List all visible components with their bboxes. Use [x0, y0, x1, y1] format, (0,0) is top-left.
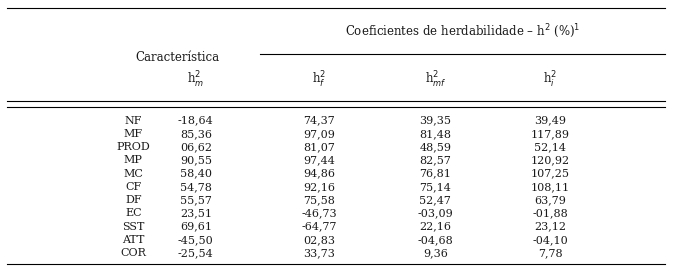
Text: 75,14: 75,14 [419, 182, 452, 192]
Text: h$^2_{mf}$: h$^2_{mf}$ [425, 70, 446, 91]
Text: 69,61: 69,61 [180, 222, 212, 232]
Text: 52,47: 52,47 [419, 195, 452, 205]
Text: -04,10: -04,10 [533, 235, 568, 245]
Text: h$^2_m$: h$^2_m$ [187, 70, 205, 91]
Text: 7,78: 7,78 [538, 248, 562, 258]
Text: 55,57: 55,57 [180, 195, 212, 205]
Text: -64,77: -64,77 [301, 222, 337, 232]
Text: 23,51: 23,51 [180, 209, 212, 218]
Text: 74,37: 74,37 [303, 116, 335, 125]
Text: 75,58: 75,58 [303, 195, 335, 205]
Text: h$^2_f$: h$^2_f$ [312, 70, 326, 91]
Text: 22,16: 22,16 [419, 222, 452, 232]
Text: -25,54: -25,54 [178, 248, 213, 258]
Text: 9,36: 9,36 [423, 248, 448, 258]
Text: 120,92: 120,92 [531, 155, 570, 165]
Text: 63,79: 63,79 [534, 195, 566, 205]
Text: 48,59: 48,59 [419, 142, 452, 152]
Text: Coeficientes de herdabilidade – h$^2$ (%)$^1$: Coeficientes de herdabilidade – h$^2$ (%… [345, 22, 580, 40]
Text: 02,83: 02,83 [303, 235, 335, 245]
Text: 81,07: 81,07 [303, 142, 335, 152]
Text: EC: EC [125, 209, 142, 218]
Text: PROD: PROD [116, 142, 150, 152]
Text: MP: MP [124, 155, 142, 165]
Text: 90,55: 90,55 [180, 155, 212, 165]
Text: 52,14: 52,14 [534, 142, 566, 152]
Text: 117,89: 117,89 [531, 129, 570, 139]
Text: 06,62: 06,62 [180, 142, 212, 152]
Text: -46,73: -46,73 [301, 209, 337, 218]
Text: 97,09: 97,09 [303, 129, 335, 139]
Text: 97,44: 97,44 [303, 155, 335, 165]
Text: 85,36: 85,36 [180, 129, 212, 139]
Text: Característica: Característica [135, 51, 219, 64]
Text: ATT: ATT [122, 235, 144, 245]
Text: 82,57: 82,57 [419, 155, 452, 165]
Text: -04,68: -04,68 [418, 235, 453, 245]
Text: 33,73: 33,73 [303, 248, 335, 258]
Text: -01,88: -01,88 [533, 209, 568, 218]
Text: 108,11: 108,11 [531, 182, 570, 192]
Text: 81,48: 81,48 [419, 129, 452, 139]
Text: h$^2_i$: h$^2_i$ [543, 70, 557, 91]
Text: 76,81: 76,81 [419, 169, 452, 178]
Text: 23,12: 23,12 [534, 222, 566, 232]
Text: SST: SST [122, 222, 144, 232]
Text: MC: MC [124, 169, 143, 178]
Text: CF: CF [125, 182, 142, 192]
Text: 92,16: 92,16 [303, 182, 335, 192]
Text: 39,35: 39,35 [419, 116, 452, 125]
Text: 107,25: 107,25 [531, 169, 570, 178]
Text: 94,86: 94,86 [303, 169, 335, 178]
Text: COR: COR [120, 248, 146, 258]
Text: -03,09: -03,09 [418, 209, 453, 218]
Text: 54,78: 54,78 [180, 182, 212, 192]
Text: NF: NF [125, 116, 142, 125]
Text: 58,40: 58,40 [180, 169, 212, 178]
Text: 39,49: 39,49 [534, 116, 566, 125]
Text: DF: DF [125, 195, 142, 205]
Text: MF: MF [124, 129, 143, 139]
Text: -45,50: -45,50 [178, 235, 213, 245]
Text: -18,64: -18,64 [178, 116, 213, 125]
